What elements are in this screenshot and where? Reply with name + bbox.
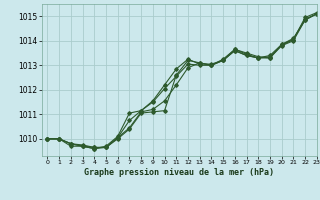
X-axis label: Graphe pression niveau de la mer (hPa): Graphe pression niveau de la mer (hPa) [84,168,274,177]
